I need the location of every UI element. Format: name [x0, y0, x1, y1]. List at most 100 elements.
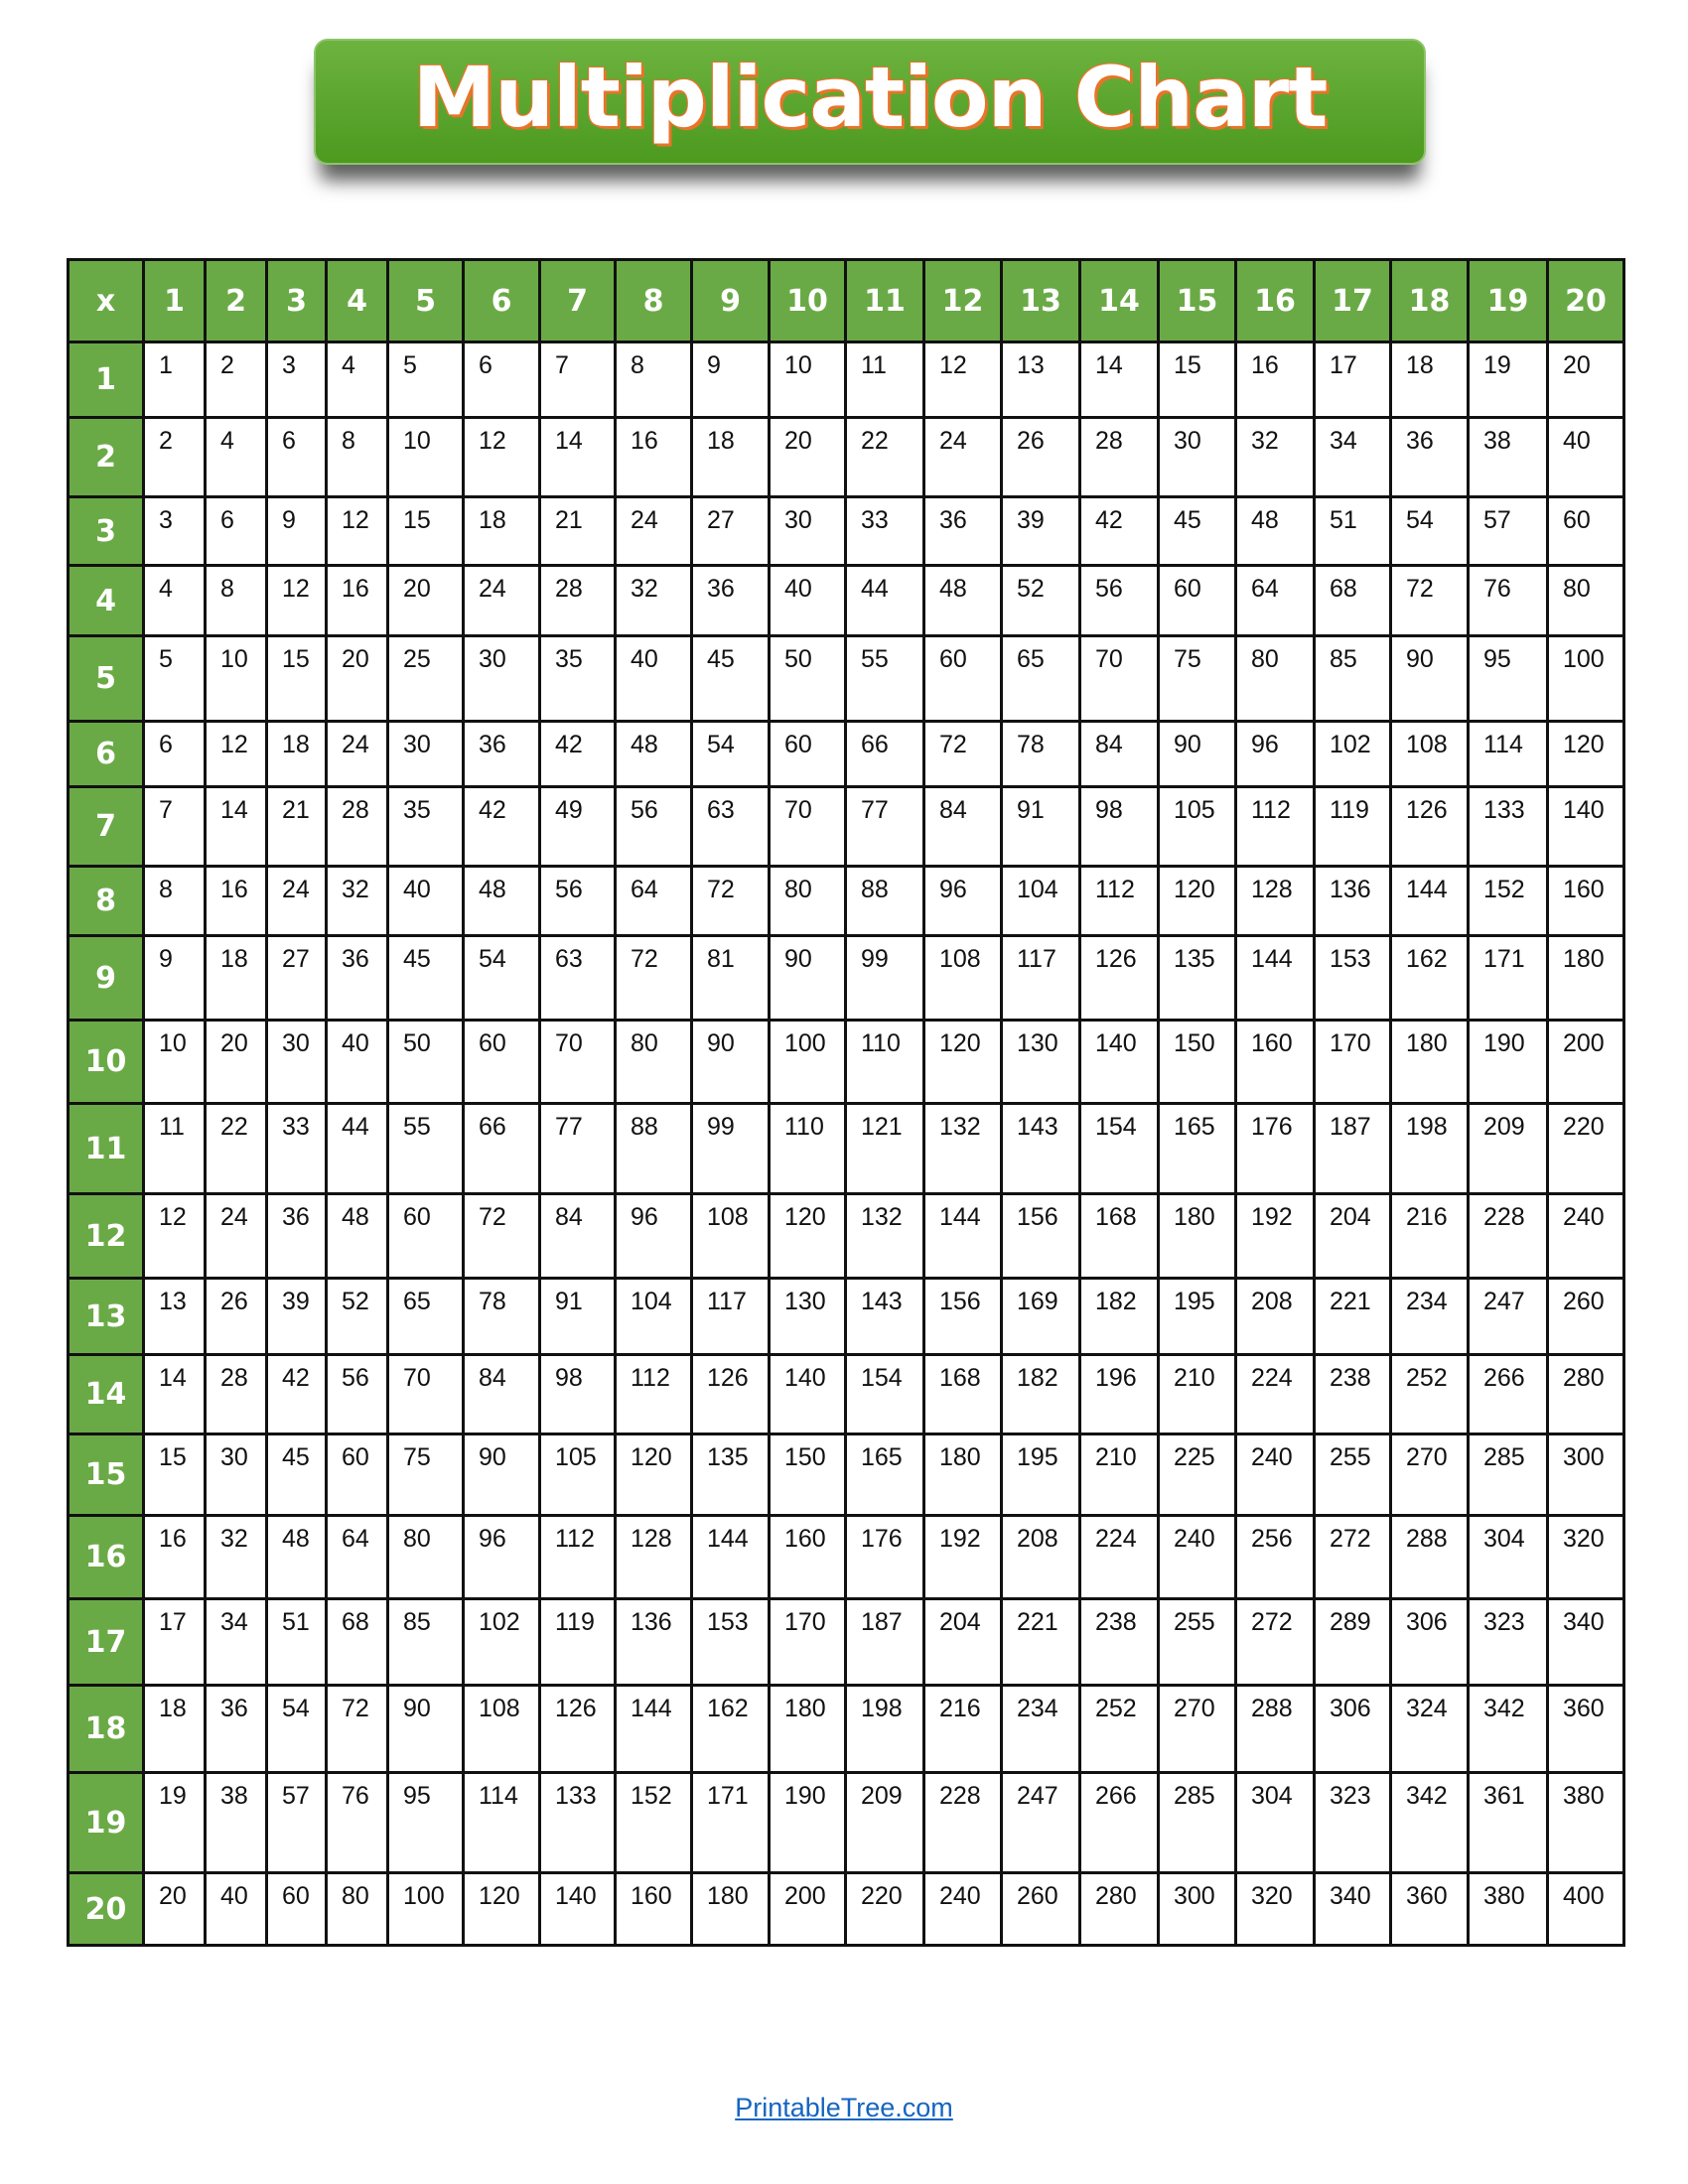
table-cell: 272 [1316, 1517, 1392, 1600]
table-cell: 112 [1237, 788, 1316, 868]
table-cell: 210 [1160, 1356, 1237, 1435]
table-cell: 45 [1160, 498, 1237, 567]
table-cell: 75 [1160, 637, 1237, 723]
table-cell: 42 [541, 723, 617, 788]
table-cell: 132 [925, 1105, 1003, 1195]
table-cell: 182 [1081, 1280, 1160, 1356]
table-cell: 136 [1316, 868, 1392, 937]
footer-link[interactable]: PrintableTree.com [735, 2093, 953, 2122]
table-cell: 160 [771, 1517, 847, 1600]
column-header: 10 [771, 261, 847, 343]
table-cell: 60 [268, 1874, 328, 1944]
table-cell: 66 [847, 723, 925, 788]
table-cell: 102 [465, 1600, 541, 1687]
table-cell: 80 [771, 868, 847, 937]
table-cell: 22 [847, 419, 925, 498]
table-cell: 28 [328, 788, 389, 868]
table-cell: 72 [617, 937, 693, 1022]
table-cell: 21 [268, 788, 328, 868]
table-cell: 32 [617, 567, 693, 637]
column-header: 1 [145, 261, 207, 343]
table-cell: 2 [207, 343, 268, 419]
table-cell: 64 [1237, 567, 1316, 637]
table-cell: 60 [389, 1195, 465, 1280]
table-cell: 11 [847, 343, 925, 419]
table-cell: 108 [1392, 723, 1470, 788]
table-cell: 28 [541, 567, 617, 637]
table-cell: 90 [771, 937, 847, 1022]
row-header: 18 [70, 1687, 145, 1774]
table-cell: 18 [207, 937, 268, 1022]
table-cell: 102 [1316, 723, 1392, 788]
table-cell: 144 [1392, 868, 1470, 937]
table-cell: 84 [465, 1356, 541, 1435]
table-cell: 126 [693, 1356, 771, 1435]
table-cell: 224 [1081, 1517, 1160, 1600]
table-cell: 28 [1081, 419, 1160, 498]
table-cell: 285 [1470, 1435, 1549, 1517]
column-header: 5 [389, 261, 465, 343]
table-cell: 70 [389, 1356, 465, 1435]
table-cell: 266 [1081, 1774, 1160, 1874]
table-cell: 190 [1470, 1022, 1549, 1105]
table-cell: 104 [617, 1280, 693, 1356]
table-cell: 14 [207, 788, 268, 868]
table-cell: 200 [1549, 1022, 1622, 1105]
table-cell: 17 [1316, 343, 1392, 419]
table-cell: 56 [1081, 567, 1160, 637]
table-cell: 12 [268, 567, 328, 637]
table-cell: 119 [541, 1600, 617, 1687]
column-header: 2 [207, 261, 268, 343]
table-cell: 56 [328, 1356, 389, 1435]
table-cell: 187 [1316, 1105, 1392, 1195]
table-cell: 280 [1549, 1356, 1622, 1435]
table-cell: 160 [1549, 868, 1622, 937]
table-cell: 323 [1316, 1774, 1392, 1874]
table-cell: 120 [1549, 723, 1622, 788]
table-cell: 196 [1081, 1356, 1160, 1435]
table-cell: 9 [693, 343, 771, 419]
table-cell: 16 [207, 868, 268, 937]
table-cell: 24 [465, 567, 541, 637]
table-cell: 140 [771, 1356, 847, 1435]
table-cell: 156 [1003, 1195, 1081, 1280]
table-cell: 60 [1160, 567, 1237, 637]
table-cell: 24 [617, 498, 693, 567]
table-cell: 30 [268, 1022, 328, 1105]
table-cell: 126 [541, 1687, 617, 1774]
row-header: 15 [70, 1435, 145, 1517]
table-cell: 140 [1081, 1022, 1160, 1105]
table-cell: 144 [925, 1195, 1003, 1280]
table-cell: 2 [145, 419, 207, 498]
table-cell: 126 [1081, 937, 1160, 1022]
table-cell: 143 [847, 1280, 925, 1356]
row-header: 10 [70, 1022, 145, 1105]
table-cell: 39 [268, 1280, 328, 1356]
table-cell: 99 [693, 1105, 771, 1195]
page-title: Multiplication Chart [412, 49, 1329, 146]
table-cell: 9 [268, 498, 328, 567]
table-cell: 320 [1549, 1517, 1622, 1600]
table-cell: 35 [541, 637, 617, 723]
table-cell: 40 [1549, 419, 1622, 498]
table-cell: 144 [693, 1517, 771, 1600]
multiplication-table: x 1 2 3 4 5 6 7 8 9 10 11 12 13 14 15 16 17 18 19 20 1 1 2 3 4 5 6 7… [67, 258, 1625, 1947]
table-cell: 48 [328, 1195, 389, 1280]
table-cell: 48 [1237, 498, 1316, 567]
table-cell: 238 [1081, 1600, 1160, 1687]
table-cell: 60 [328, 1435, 389, 1517]
row-header: 7 [70, 788, 145, 868]
column-header: 4 [328, 261, 389, 343]
table-cell: 255 [1316, 1435, 1392, 1517]
table-cell: 15 [389, 498, 465, 567]
table-cell: 38 [207, 1774, 268, 1874]
table-cell: 150 [1160, 1022, 1237, 1105]
table-cell: 114 [465, 1774, 541, 1874]
table-cell: 80 [617, 1022, 693, 1105]
table-cell: 143 [1003, 1105, 1081, 1195]
table-cell: 50 [389, 1022, 465, 1105]
table-cell: 18 [1392, 343, 1470, 419]
table-cell: 224 [1237, 1356, 1316, 1435]
table-cell: 324 [1392, 1687, 1470, 1774]
table-cell: 54 [1392, 498, 1470, 567]
